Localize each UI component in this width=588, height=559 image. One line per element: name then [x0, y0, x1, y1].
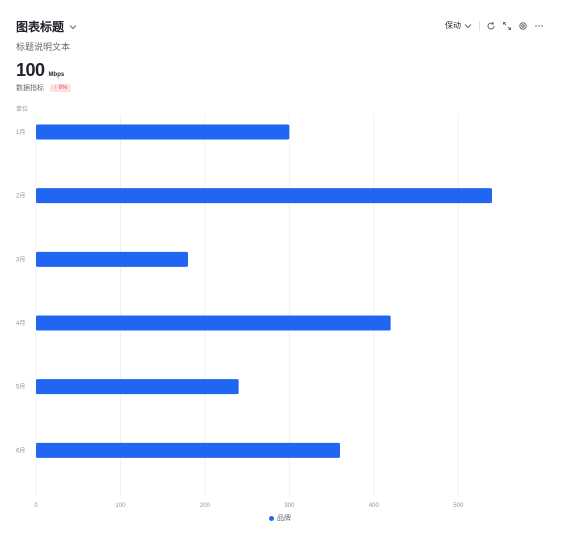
title-dropdown[interactable]: 图表标题 [16, 18, 78, 35]
y-category-label: 2月 [16, 193, 25, 200]
chevron-down-icon [69, 24, 77, 29]
bar-chart: 0 100 200 300 400 500 1月 2月 3月 4月 5月 6月 [16, 114, 492, 509]
bar[interactable] [36, 124, 290, 140]
metric-label: 数据指标 [16, 85, 44, 92]
y-category-label: 1月 [16, 129, 25, 136]
metric-unit: Mbps [48, 72, 65, 78]
metric-sub: 数据指标 ↑ 8% [16, 83, 72, 93]
bar[interactable] [36, 442, 340, 458]
toolbar-dropdown-label: 保动 [445, 21, 461, 30]
metric-block: 100 Mbps [16, 60, 64, 81]
x-tick-label: 200 [200, 503, 211, 509]
y-category-label: 6月 [16, 447, 25, 454]
chart-title: 图表标题 [16, 20, 65, 34]
toolbar: 保动 [445, 20, 544, 31]
bar[interactable] [36, 251, 188, 267]
more-icon[interactable] [534, 21, 544, 31]
settings-icon[interactable] [518, 21, 528, 31]
x-tick-label: 500 [453, 503, 464, 509]
trend-badge: ↑ 8% [50, 84, 72, 92]
x-tick-label: 300 [284, 503, 295, 509]
y-category-label: 4月 [16, 320, 25, 327]
chevron-down-icon [464, 23, 472, 28]
toolbar-dropdown[interactable]: 保动 [445, 20, 473, 31]
bar[interactable] [36, 188, 492, 204]
bar[interactable] [36, 379, 239, 395]
y-category-label: 3月 [16, 256, 25, 263]
expand-icon[interactable] [502, 21, 512, 31]
chart-subtitle: 标题说明文本 [16, 42, 71, 52]
metric-value: 100 [16, 60, 45, 80]
legend-swatch [269, 515, 274, 521]
legend-label: 品牌 [277, 515, 291, 522]
x-tick-label: 400 [369, 503, 380, 509]
legend[interactable]: 品牌 [0, 513, 560, 523]
unit-label: 单位 [16, 107, 29, 113]
refresh-icon[interactable] [486, 21, 496, 31]
x-tick-label: 100 [115, 503, 126, 509]
bar[interactable] [36, 315, 391, 331]
y-category-label: 5月 [16, 384, 25, 391]
x-tick-label: 0 [34, 503, 38, 509]
toolbar-divider [479, 20, 480, 31]
